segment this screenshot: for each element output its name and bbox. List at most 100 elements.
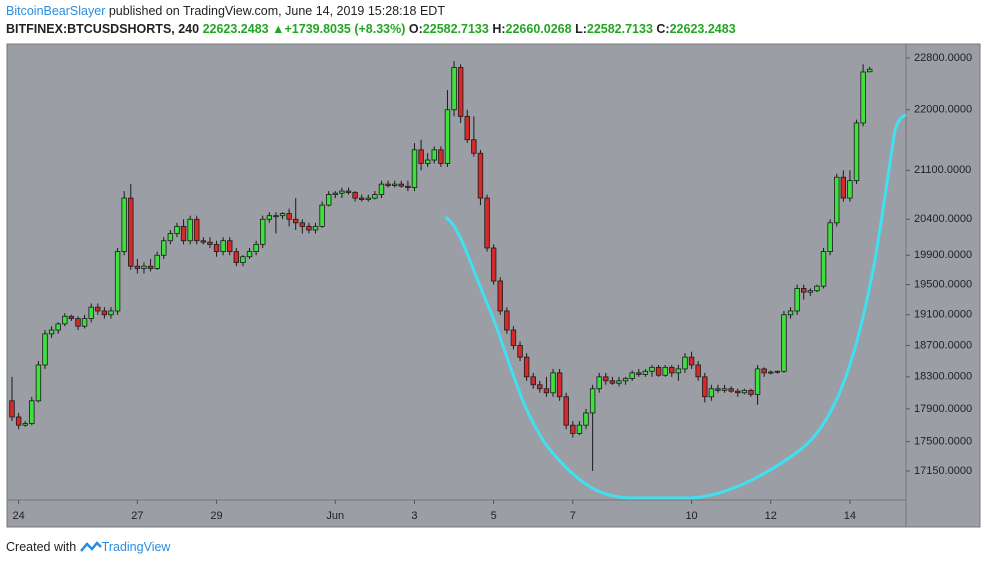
publish-line: BitcoinBearSlayer published on TradingVi… [6,4,445,18]
candle-body [365,197,371,200]
ohlc-line: BITFINEX:BTCUSDSHORTS, 240 22623.2483 ▲+… [6,22,736,36]
candle-body [319,204,325,227]
candle-body [774,370,781,373]
candle-body [583,412,589,426]
open: 22582.7133 [422,22,489,36]
candle-body [147,265,154,269]
candle-body [847,180,853,199]
candle-body [517,345,523,358]
x-tick-label: 5 [491,510,497,522]
candle-body [530,376,536,386]
candle-body [405,185,411,189]
candle-body [728,388,734,392]
candle-body [35,364,42,402]
candle-body [352,192,358,199]
candle-body [194,218,200,242]
candle-body [715,388,721,391]
candle-body [174,225,180,234]
y-tick-label: 18300.0000 [914,371,972,383]
y-tick-label: 18700.0000 [914,339,972,351]
candle-body [781,314,787,372]
candle-body [589,388,596,414]
candle-body [497,280,503,312]
candle-body [675,368,682,374]
symbol: BITFINEX:BTCUSDSHORTS, 240 [6,22,200,36]
y-tick-label: 19900.0000 [914,249,972,261]
candle-body [629,372,635,379]
x-tick-label: 14 [844,510,856,522]
candle-body [273,215,279,218]
candle-body [134,265,141,269]
candle-body [279,213,286,217]
candle-body [556,372,563,398]
footer: Created with TradingView [6,539,170,554]
candle-body [484,197,490,249]
candle-body [121,197,127,253]
candle-body [345,190,352,193]
candle-body [240,256,246,263]
y-tick-label: 20400.0000 [914,213,972,225]
candle-body [220,240,226,253]
candle-body [114,251,121,312]
close-label: C: [656,22,670,36]
candle-body [860,71,866,124]
candle-body [81,318,88,327]
candle-body [807,290,814,293]
candle-body [9,400,15,418]
candle-body [180,225,187,242]
brand[interactable]: TradingView [101,540,171,554]
candle-body [840,176,847,199]
candle-body [286,213,292,220]
candle-body [543,388,550,394]
candle-body [867,68,873,73]
candle-body [655,366,662,376]
candle-body [834,176,840,224]
candle-body [451,67,457,111]
candle-body [424,159,431,164]
candle-body [537,384,543,390]
candle-body [339,190,345,194]
candle-body [695,364,701,378]
candle-body [550,372,556,394]
candle-body [42,333,48,366]
candle-body [161,240,167,256]
candle-body [128,197,134,267]
candle-body [636,372,642,375]
candle-body [75,318,81,327]
candle-body [570,424,576,434]
candle-body [200,240,207,243]
candle-body [754,368,761,395]
cup-annotation [444,113,907,500]
candle-body [609,380,616,384]
candle-body [246,251,253,258]
candle-body [669,366,675,374]
y-tick-label: 17500.0000 [914,436,972,448]
candle-body [101,310,108,316]
candle-body [649,366,655,372]
candle-body [464,115,470,141]
x-tick-label: 12 [765,510,777,522]
y-tick-label: 19500.0000 [914,279,972,291]
candle-body [15,416,22,426]
author[interactable]: BitcoinBearSlayer [6,4,106,18]
change: +1739.8035 (+8.33%) [284,22,406,36]
candle-body [741,389,748,394]
candle-body [398,183,404,187]
candle-body [794,288,800,312]
x-tick-label: 3 [411,510,417,522]
x-tick-label: 7 [570,510,576,522]
candle-body [29,400,35,424]
candle-body [721,388,728,391]
candle-body [154,254,160,269]
candle-body [391,183,398,186]
chart-background [6,43,981,528]
open-label: O: [408,22,423,36]
candle-body [227,240,233,253]
candle-body [385,183,391,186]
candle-body [253,243,259,253]
candle-body [702,376,708,398]
candle-body [95,306,101,312]
high: 22660.0268 [505,22,572,36]
close: 22623.2483 [669,22,736,36]
